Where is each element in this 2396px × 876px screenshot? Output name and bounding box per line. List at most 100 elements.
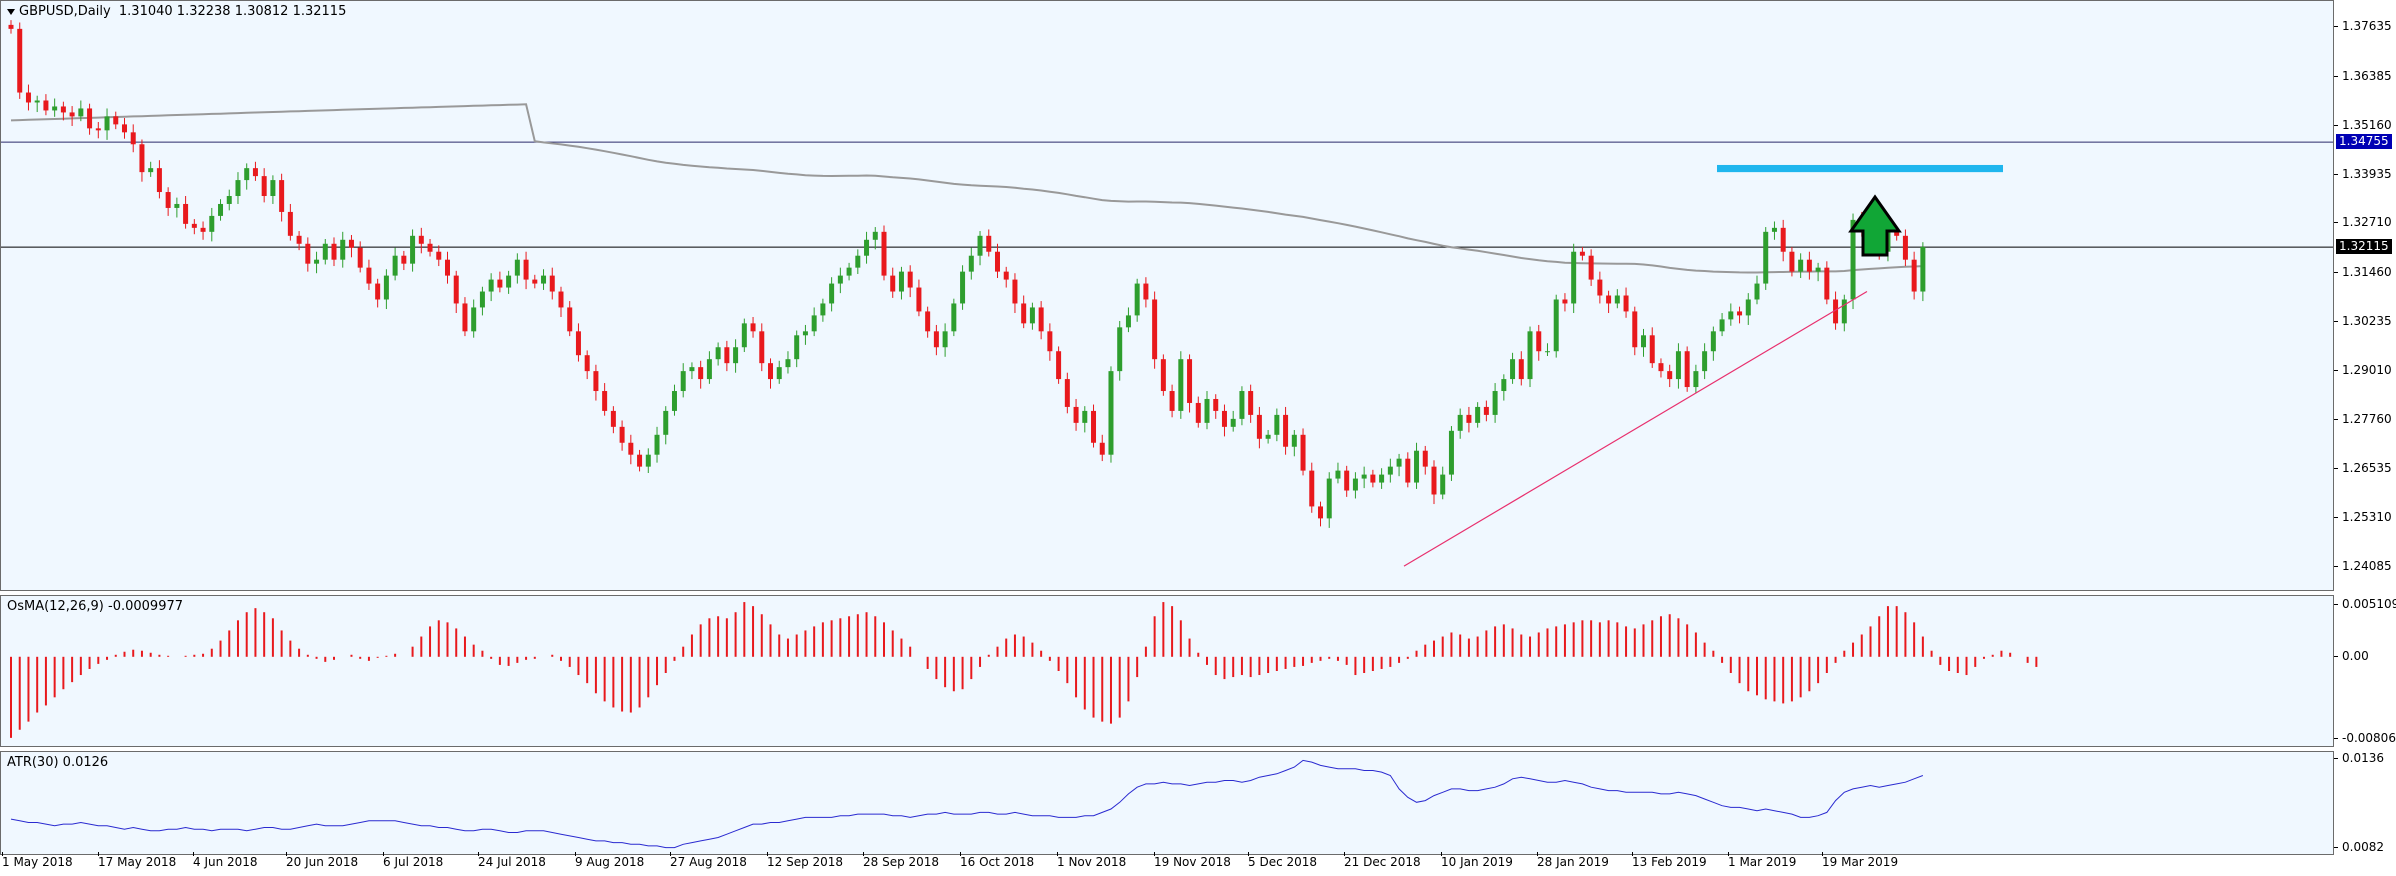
candle <box>898 266 904 300</box>
candle-body <box>1274 414 1280 435</box>
candle <box>584 350 590 380</box>
candle-body <box>348 239 354 248</box>
price-axis[interactable]: 1.37635 1.36385 1.35160 1.33935 1.32710 1.314… <box>2334 0 2396 591</box>
candle <box>261 168 267 203</box>
candle-body <box>1510 359 1516 380</box>
candle-body <box>864 239 870 256</box>
candle-body <box>506 275 512 288</box>
candle-body <box>663 410 669 435</box>
candle <box>942 323 948 357</box>
candle-body <box>1606 295 1612 304</box>
time-tick: 17 May 2018 <box>98 852 177 869</box>
candle <box>252 161 258 181</box>
candle <box>1248 384 1254 423</box>
candle <box>846 262 852 281</box>
time-tick: 16 Oct 2018 <box>960 852 1035 869</box>
candle-body <box>1204 398 1210 423</box>
osma-indicator-pane[interactable]: OsMA(12,26,9) -0.0009977 <box>0 595 2334 747</box>
candle-body <box>436 251 442 260</box>
candle-body <box>1038 307 1044 332</box>
atr-indicator-pane[interactable]: ATR(30) 0.0126 <box>0 751 2334 855</box>
candle-body <box>1780 227 1786 252</box>
candle <box>1221 404 1227 437</box>
candle <box>532 274 538 289</box>
candle <box>1300 428 1306 476</box>
candle-body <box>305 243 311 264</box>
candle-body <box>479 291 485 308</box>
candle-body <box>645 454 651 467</box>
price-tick: 1.36385 <box>2334 69 2396 83</box>
candle-body <box>1579 251 1585 256</box>
osma-tick: 0.00 <box>2334 649 2396 663</box>
candle <box>1536 324 1542 361</box>
candle-body <box>925 311 931 332</box>
candle <box>1422 445 1428 475</box>
time-tick: 19 Mar 2019 <box>1822 852 1899 869</box>
candle <box>1518 351 1524 386</box>
candle <box>593 364 599 401</box>
candle-body <box>401 255 407 264</box>
price-chart-pane[interactable]: GBPUSD,Daily 1.31040 1.32238 1.30812 1.3… <box>0 0 2334 591</box>
candle-body <box>1702 351 1708 372</box>
candle-body <box>1562 299 1568 304</box>
candle-body <box>1056 351 1062 380</box>
axis-tick-label: -0.0080699 <box>2342 730 2396 745</box>
candle <box>575 323 581 362</box>
candle-body <box>357 247 363 268</box>
candle <box>418 227 424 254</box>
candle-body <box>1309 470 1315 507</box>
candle-body <box>1457 414 1463 431</box>
candle-body <box>514 259 520 276</box>
candle-body <box>1256 414 1262 439</box>
candle <box>1920 242 1926 302</box>
candle <box>1073 398 1079 431</box>
candle-body <box>619 426 625 443</box>
candle-body <box>218 203 224 216</box>
candle <box>375 278 381 308</box>
time-axis[interactable]: 1 May 2018 17 May 2018 4 Jun 2018 20 Jun 20… <box>0 852 2396 876</box>
candle <box>1841 294 1847 332</box>
chart-menu-triangle-icon[interactable] <box>7 8 15 15</box>
candle <box>1771 221 1777 240</box>
candle <box>436 245 442 267</box>
time-tick: 19 Nov 2018 <box>1154 852 1231 869</box>
time-tick: 21 Dec 2018 <box>1344 852 1421 869</box>
candle <box>357 241 363 273</box>
candle <box>750 316 756 338</box>
candle-body <box>1641 335 1647 348</box>
candle-body <box>628 442 634 455</box>
osma-histogram-canvas <box>10 602 2038 738</box>
candle <box>1466 406 1472 433</box>
candle <box>523 251 529 290</box>
candle <box>1082 406 1088 433</box>
candle <box>226 189 232 211</box>
candle-body <box>855 255 861 268</box>
price-chart-canvas[interactable] <box>1 1 2334 591</box>
candle-body <box>759 331 765 364</box>
atr-axis: 0.0136 0.0082 <box>2334 751 2396 855</box>
candle-body <box>1152 299 1158 360</box>
time-tick: 9 Aug 2018 <box>575 852 645 869</box>
candle <box>1134 278 1140 322</box>
candle <box>1579 246 1585 261</box>
candle <box>1675 343 1681 389</box>
candle-body <box>191 223 197 228</box>
candle-body <box>1335 470 1341 479</box>
candle <box>637 449 643 472</box>
candle-body <box>1239 391 1245 419</box>
candle-body <box>471 307 477 332</box>
candle-body <box>637 454 643 467</box>
osma-tick: -0.0080699 <box>2334 731 2396 745</box>
candle <box>1160 354 1166 396</box>
candle <box>1597 271 1603 304</box>
price-tick: 1.32710 <box>2334 215 2396 229</box>
candle <box>741 318 747 353</box>
candle <box>829 277 835 312</box>
candle <box>855 249 861 275</box>
candle <box>1256 406 1262 449</box>
candle-body <box>1396 458 1402 467</box>
candle <box>191 219 197 235</box>
axis-tick-label: 1.30235 <box>2342 313 2392 328</box>
candle <box>69 106 75 126</box>
candle-body <box>610 410 616 427</box>
